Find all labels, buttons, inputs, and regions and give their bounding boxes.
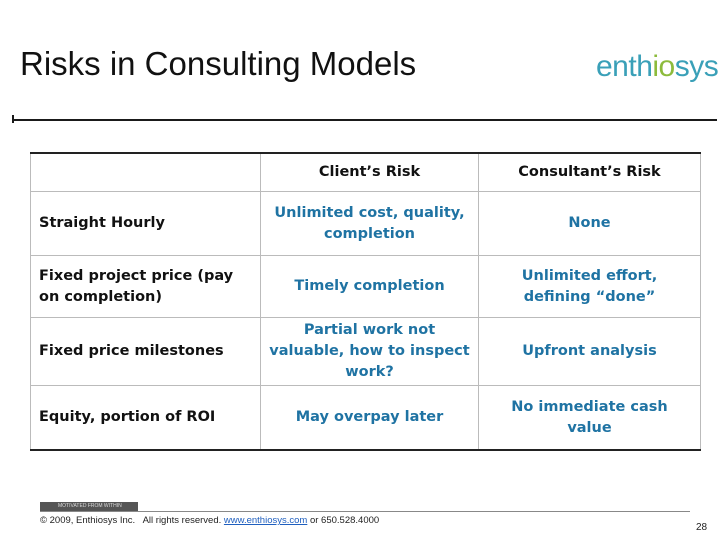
row: Equity, portion of ROI May overpay later N… bbox=[30, 385, 701, 451]
cell: Partial work not valuable, how to inspec… bbox=[260, 317, 479, 386]
row-label: Fixed project price (pay on completion) bbox=[30, 255, 261, 318]
phone: or 650.528.4000 bbox=[309, 515, 380, 526]
column-header bbox=[30, 152, 261, 192]
row: Fixed project price (pay on completion) T… bbox=[30, 255, 701, 318]
row-label: Straight Hourly bbox=[30, 191, 261, 256]
column-header: Client’s Risk bbox=[260, 152, 479, 192]
row: Straight Hourly Unlimited cost, quality, … bbox=[30, 191, 701, 256]
copyright: © 2009, Enthiosys Inc. All rights reserv… bbox=[40, 515, 222, 526]
cell: Upfront analysis bbox=[478, 317, 701, 386]
logo-part: sys bbox=[674, 50, 719, 83]
logo-part: enth bbox=[596, 50, 653, 83]
title-rule bbox=[12, 119, 717, 121]
cell: Unlimited cost, quality, completion bbox=[260, 191, 479, 256]
logo-part: io bbox=[652, 50, 675, 83]
cell: None bbox=[478, 191, 701, 256]
cell: Timely completion bbox=[260, 255, 479, 318]
row-label: Equity, portion of ROI bbox=[30, 385, 261, 451]
link[interactable]: www.enthiosys.com bbox=[223, 515, 308, 526]
cell: Unlimited effort, defining “done” bbox=[478, 255, 701, 318]
tagline: MOTIVATED FROM WITHIN bbox=[40, 502, 138, 511]
footer-rule bbox=[40, 511, 690, 512]
cell: May overpay later bbox=[260, 385, 479, 451]
page-number: 28 bbox=[696, 522, 708, 533]
risk-table: Client’s Risk Consultant’s Risk Straight H… bbox=[30, 152, 701, 451]
cell: No immediate cash value bbox=[478, 385, 701, 451]
row: Fixed price milestones Partial work not v… bbox=[30, 317, 701, 386]
footer: © 2009, Enthiosys Inc. All rights reserv… bbox=[40, 515, 379, 526]
title: Risks in Consulting Models bbox=[20, 45, 417, 82]
header-row: Client’s Risk Consultant’s Risk bbox=[30, 152, 701, 192]
row-label: Fixed price milestones bbox=[30, 317, 261, 386]
column-header: Consultant’s Risk bbox=[478, 152, 701, 192]
logo: enthiosys bbox=[596, 50, 719, 84]
